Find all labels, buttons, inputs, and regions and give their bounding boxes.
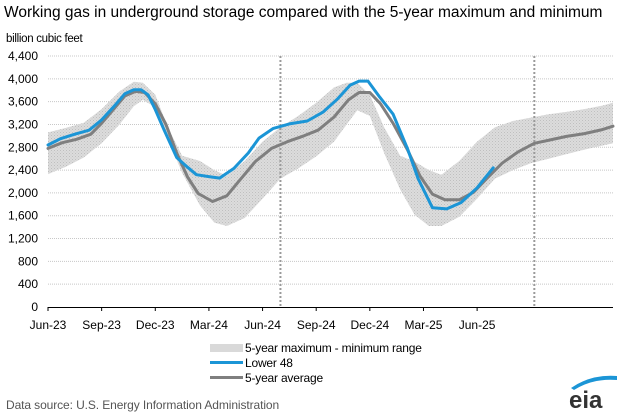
- y-tick-label: 3,600: [8, 95, 38, 109]
- range-band-layer: [48, 81, 613, 226]
- y-tick-label: 1,600: [8, 209, 38, 223]
- x-tick-label: Jun-24: [244, 318, 281, 332]
- series-lines: [46, 79, 615, 211]
- legend-label-average: 5-year average: [245, 370, 323, 385]
- y-tick-label: 4,400: [8, 49, 38, 63]
- legend-swatch-average: [210, 376, 243, 379]
- y-tick-label: 800: [18, 254, 38, 268]
- legend-label-range: 5-year maximum - minimum range: [245, 340, 422, 355]
- chart-title: Working gas in underground storage compa…: [4, 4, 603, 21]
- y-tick-label: 2,400: [8, 163, 38, 177]
- legend-swatch-range: [210, 343, 243, 352]
- y-axis-unit-label: billion cubic feet: [6, 33, 83, 45]
- x-tick-label: Sep-23: [82, 318, 121, 332]
- legend-label-lower48: Lower 48: [245, 355, 293, 370]
- x-tick-label: Sep-24: [297, 318, 336, 332]
- x-tick-label: Mar-24: [190, 318, 228, 332]
- series-line-5yr-average: [46, 89, 615, 203]
- x-tick-label: Jun-23: [30, 318, 67, 332]
- legend-item-average: 5-year average: [210, 370, 422, 385]
- y-tick-label: 2,800: [8, 140, 38, 154]
- range-band: [48, 81, 613, 226]
- eia-logo: eia: [569, 375, 617, 412]
- x-tick-label: Mar-25: [404, 318, 442, 332]
- y-tick-label: 1,200: [8, 232, 38, 246]
- y-tick-label: 2,000: [8, 186, 38, 200]
- logo-text: eia: [569, 387, 603, 412]
- series-line-lower48: [46, 79, 495, 211]
- x-tick-label: Jun-25: [459, 318, 496, 332]
- axes: 0 400 800 1,200 1,600 2,000 2,400 2,800 3,200 3,6…: [8, 49, 613, 332]
- legend-swatch-lower48: [210, 361, 243, 364]
- vertical-markers: [279, 56, 536, 307]
- x-tick-label: Dec-24: [350, 318, 389, 332]
- legend: 5-year maximum - minimum range Lower 48 …: [210, 340, 422, 385]
- legend-item-lower48: Lower 48: [210, 355, 422, 370]
- logo-arc-icon: [571, 375, 617, 390]
- y-tick-label: 400: [18, 277, 38, 291]
- x-tick-label: Dec-23: [136, 318, 175, 332]
- y-tick-label: 4,000: [8, 72, 38, 86]
- y-tick-label: 3,200: [8, 117, 38, 131]
- legend-item-range: 5-year maximum - minimum range: [210, 340, 422, 355]
- y-tick-label: 0: [31, 300, 38, 314]
- data-source-note: Data source: U.S. Energy Information Adm…: [6, 398, 280, 412]
